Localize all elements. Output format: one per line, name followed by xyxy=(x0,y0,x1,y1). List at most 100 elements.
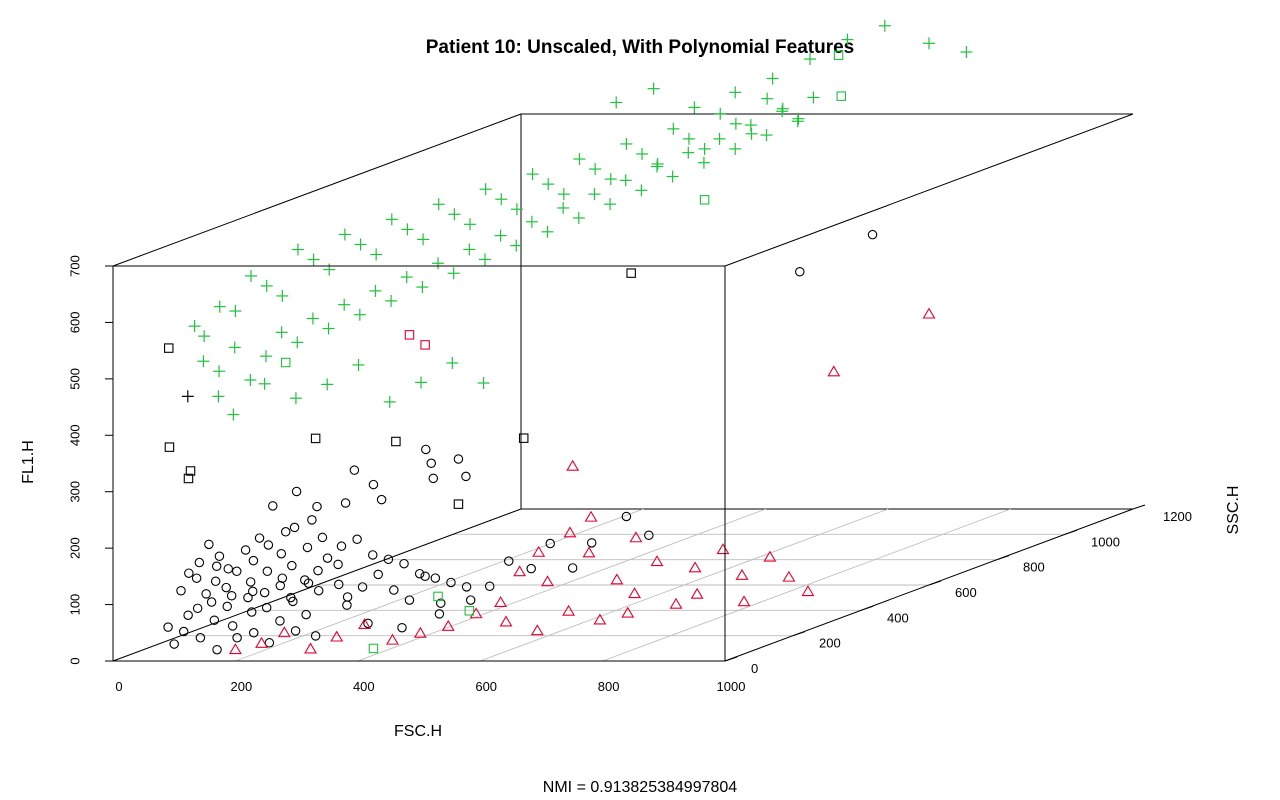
x-tick-label: 800 xyxy=(598,679,620,694)
data-point-plus xyxy=(792,112,805,125)
data-point-circle xyxy=(247,586,258,597)
x-tick-label: 400 xyxy=(353,679,375,694)
data-point-plus xyxy=(557,188,570,201)
data-point-plus xyxy=(369,284,382,297)
data-point-plus xyxy=(776,102,789,115)
data-point-circle xyxy=(368,550,378,560)
data-point-circle xyxy=(312,501,322,512)
data-point-plus xyxy=(276,289,289,302)
data-point-circle xyxy=(342,600,352,610)
data-point-square xyxy=(464,606,475,616)
data-point-plus xyxy=(620,137,633,150)
y-tick-label: 600 xyxy=(955,585,977,600)
data-point-circle xyxy=(399,558,409,569)
data-point-triangle xyxy=(621,606,635,618)
y-axis-label: SSC.H xyxy=(1225,486,1242,535)
data-point-plus xyxy=(697,156,710,169)
data-point-circle xyxy=(310,631,321,641)
data-point-plus xyxy=(604,173,617,186)
data-point-plus xyxy=(385,213,398,226)
data-point-square xyxy=(164,442,175,452)
data-point-circle xyxy=(192,603,203,614)
data-point-circle xyxy=(289,522,300,533)
data-point-plus xyxy=(321,378,334,391)
data-point-triangle xyxy=(562,604,576,616)
x-tick-label: 200 xyxy=(231,679,253,694)
x-tick-label: 1000 xyxy=(717,679,746,694)
data-point-circle xyxy=(286,592,296,603)
data-point-triangle xyxy=(255,636,269,648)
box-edge xyxy=(112,113,522,267)
data-point-circle xyxy=(287,560,297,571)
data-point-triangle xyxy=(499,615,513,627)
data-point-circle xyxy=(567,563,578,573)
data-point-triangle xyxy=(801,585,815,597)
data-point-square xyxy=(518,433,529,443)
data-point-circle xyxy=(183,610,193,620)
z-axis-label: FL1.H xyxy=(20,440,37,484)
data-point-plus xyxy=(228,341,241,354)
data-point-circle xyxy=(430,573,441,583)
data-point-circle xyxy=(243,592,253,603)
data-point-circle xyxy=(313,585,324,596)
y-tick-label: 1200 xyxy=(1163,509,1192,524)
data-point-plus xyxy=(188,320,201,333)
data-point-circle xyxy=(276,548,287,559)
data-point-circle xyxy=(163,622,173,632)
data-point-triangle xyxy=(530,624,544,636)
data-point-circle xyxy=(461,471,471,482)
data-point-circle xyxy=(221,582,231,593)
data-point-circle xyxy=(586,538,597,548)
data-point-plus xyxy=(572,211,585,224)
data-point-circle xyxy=(404,595,415,605)
data-point-circle xyxy=(313,565,323,576)
y-tick-label: 0 xyxy=(751,661,758,676)
data-point-circle xyxy=(363,618,373,629)
data-point-plus xyxy=(478,253,491,266)
z-tick-label: 500 xyxy=(68,368,83,390)
data-point-plus xyxy=(667,122,680,135)
data-point-circle xyxy=(333,559,343,570)
data-point-plus xyxy=(338,228,351,241)
data-point-circle xyxy=(223,564,234,574)
y-tick-label: 200 xyxy=(819,636,841,651)
data-point-circle xyxy=(373,569,383,580)
data-point-plus xyxy=(289,392,302,405)
data-point-plus xyxy=(510,203,523,216)
data-point-plus xyxy=(244,374,257,387)
data-point-circle xyxy=(222,601,232,612)
data-point-plus xyxy=(610,96,623,109)
x-axis-label: FSC.H xyxy=(394,723,442,740)
data-point-triangle xyxy=(716,543,730,555)
data-point-plus xyxy=(761,92,774,105)
data-point-square xyxy=(453,499,464,509)
data-point-circle xyxy=(254,533,265,543)
data-point-plus xyxy=(760,129,773,142)
data-point-plus xyxy=(370,248,383,261)
data-point-plus xyxy=(807,91,820,104)
x-tick-label: 600 xyxy=(475,679,497,694)
data-point-circle xyxy=(336,541,347,551)
data-point-triangle xyxy=(513,565,527,577)
data-point-triangle xyxy=(330,630,344,642)
data-point-plus xyxy=(181,390,194,403)
data-point-plus xyxy=(245,269,258,282)
data-point-plus xyxy=(526,168,539,181)
data-point-triangle xyxy=(610,573,624,585)
data-point-plus xyxy=(464,218,476,231)
data-point-circle xyxy=(209,615,220,625)
data-point-triangle xyxy=(277,626,291,638)
data-point-circle xyxy=(195,633,206,643)
data-point-triangle xyxy=(628,587,642,599)
data-point-plus xyxy=(322,322,335,335)
data-point-plus xyxy=(229,305,242,318)
data-point-triangle xyxy=(922,307,936,319)
data-point-plus xyxy=(766,72,779,85)
z-tick-label: 600 xyxy=(68,312,83,334)
data-point-triangle xyxy=(763,550,777,562)
data-point-circle xyxy=(212,644,222,655)
data-point-circle xyxy=(484,581,495,592)
data-point-plus xyxy=(923,37,935,50)
data-point-square xyxy=(420,340,430,350)
data-point-triangle xyxy=(690,587,704,599)
